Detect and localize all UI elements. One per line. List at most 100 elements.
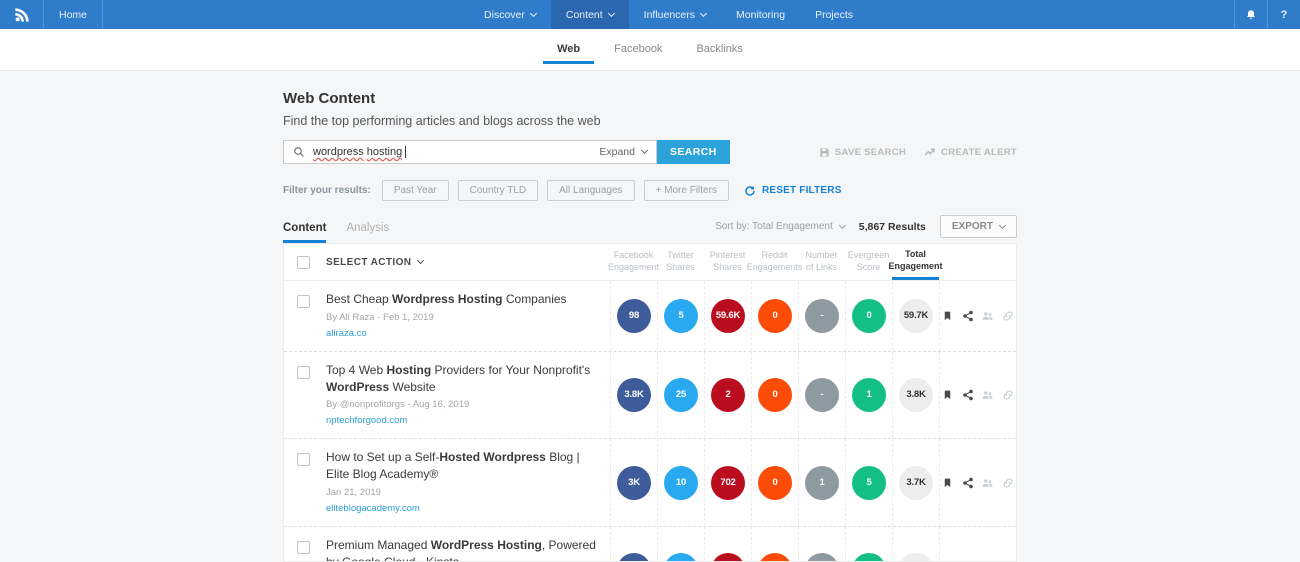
filter-button-0[interactable]: Past Year <box>381 180 449 201</box>
article-domain-link[interactable]: aliraza.co <box>326 327 367 339</box>
metric-total-engagement: 59.7K <box>899 298 933 333</box>
save-disk-icon <box>820 147 829 157</box>
link-icon[interactable] <box>1001 309 1014 322</box>
search-button[interactable]: SEARCH <box>657 140 730 164</box>
article-text: Premium Managed WordPress Hosting, Power… <box>326 537 604 561</box>
column-reddit-engagements[interactable]: Reddit Engagements <box>747 244 803 280</box>
tab-analysis[interactable]: Analysis <box>346 222 390 234</box>
metric-evergreen-score: 2 <box>852 553 886 561</box>
article-domain-link[interactable]: eliteblogacademy.com <box>326 502 420 514</box>
nav-content[interactable]: Content <box>550 0 629 29</box>
link-icon[interactable] <box>1001 476 1014 489</box>
content-subnav: Web Facebook Backlinks <box>0 29 1300 71</box>
share-icon[interactable] <box>961 476 974 489</box>
filter-button-3[interactable]: + More Filters <box>643 180 729 201</box>
row-checkbox[interactable] <box>297 295 310 308</box>
bookmark-icon[interactable] <box>941 309 954 322</box>
topbar-spacer-right <box>868 0 1234 29</box>
table-row: Top 4 Web Hosting Providers for Your Non… <box>284 351 1016 440</box>
article-domain-link[interactable]: nptechforgood.com <box>326 415 408 427</box>
column-twitter-shares[interactable]: Twitter Shares <box>657 244 704 280</box>
chevron-down-icon <box>640 146 649 155</box>
nav-monitoring[interactable]: Monitoring <box>721 0 800 29</box>
notifications-bell-icon[interactable] <box>1234 0 1267 29</box>
bookmark-icon[interactable] <box>941 476 954 489</box>
row-checkbox[interactable] <box>297 453 310 467</box>
assign-users-icon[interactable] <box>981 476 994 489</box>
content-analysis-tabs-row: Content Analysis Sort by: Total Engagemen… <box>283 215 1017 243</box>
page-subtitle: Find the top performing articles and blo… <box>283 114 601 128</box>
expand-label: Expand <box>599 146 635 158</box>
title-segment: WordPress Hosting <box>430 537 542 552</box>
metric-cell-reddit-engagements: 0 <box>751 351 798 439</box>
row-actions <box>939 439 1015 526</box>
link-icon[interactable] <box>1001 389 1014 402</box>
buzzsumo-logo-icon[interactable] <box>0 0 44 29</box>
article-title[interactable]: How to Set up a Self-Hosted Wordpress Bl… <box>326 449 604 483</box>
metric-pinterest-shares: 702 <box>711 465 745 500</box>
column-label-line1: Reddit <box>761 250 788 261</box>
nav-discover[interactable]: Discover <box>469 0 551 29</box>
title-segment: Top 4 Web <box>326 362 387 377</box>
expand-dropdown[interactable]: Expand <box>599 146 649 158</box>
row-checkbox[interactable] <box>297 540 310 554</box>
share-icon[interactable] <box>961 389 974 402</box>
nav-projects[interactable]: Projects <box>800 0 868 29</box>
tab-web[interactable]: Web <box>543 36 595 64</box>
article-title[interactable]: Top 4 Web Hosting Providers for Your Non… <box>326 362 604 396</box>
row-checkbox[interactable] <box>297 365 310 379</box>
column-total-engagement[interactable]: Total Engagement <box>889 244 943 280</box>
select-all-checkbox[interactable] <box>297 255 310 269</box>
assign-users-icon[interactable] <box>981 309 994 322</box>
sort-by-dropdown[interactable]: Sort by: Total Engagement <box>715 221 846 232</box>
title-segment: How to Set up a Self- <box>326 450 440 465</box>
table-row: How to Set up a Self-Hosted Wordpress Bl… <box>284 439 1016 527</box>
export-button[interactable]: EXPORT <box>939 215 1017 238</box>
column-number-of-links[interactable]: Number of Links <box>798 244 845 280</box>
filter-button-2[interactable]: All Languages <box>547 180 635 201</box>
save-search-button[interactable]: SAVE SEARCH <box>819 147 906 158</box>
search-input[interactable]: wordpress hosting Expand <box>283 140 657 164</box>
metric-twitter-shares: 1 <box>664 553 698 561</box>
reset-filters-button[interactable]: RESET FILTERS <box>744 185 842 197</box>
table-row: Best Cheap Wordpress Hosting Companies By… <box>284 281 1016 352</box>
table-rows: Best Cheap Wordpress Hosting Companies By… <box>284 281 1016 561</box>
assign-users-icon[interactable] <box>981 389 994 402</box>
bookmark-icon[interactable] <box>941 389 954 402</box>
title-segment: Best Cheap <box>326 292 393 306</box>
article-byline: Jan 21, 2019 <box>326 486 381 498</box>
nav-home[interactable]: Home <box>44 0 104 29</box>
tab-facebook[interactable]: Facebook <box>614 42 663 55</box>
search-query: wordpress hosting <box>313 146 407 158</box>
select-action-label: SELECT ACTION <box>326 256 412 268</box>
column-evergreen-score[interactable]: Evergreen Score <box>845 244 892 280</box>
column-facebook-engagement[interactable]: Facebook Engagement <box>608 244 659 280</box>
filter-button-1[interactable]: Country TLD <box>457 180 539 201</box>
metric-pinterest-shares: 2 <box>711 378 745 413</box>
create-alert-button[interactable]: CREATE ALERT <box>924 146 1017 158</box>
column-label-line1: Total <box>905 248 926 259</box>
tab-backlinks[interactable]: Backlinks <box>696 42 743 55</box>
metric-pinterest-shares: 0 <box>711 553 745 561</box>
nav-influencers[interactable]: Influencers <box>629 0 721 29</box>
chevron-down-icon <box>998 221 1007 229</box>
metric-cell-number-of-links: - <box>798 526 845 561</box>
row-actions <box>939 281 1015 351</box>
content-analysis-tabs: Content Analysis <box>283 222 389 243</box>
article-title[interactable]: Best Cheap Wordpress Hosting Companies <box>326 291 567 308</box>
metric-cell-evergreen-score: 1 <box>845 351 892 439</box>
column-pinterest-shares[interactable]: Pinterest Shares <box>704 244 751 280</box>
metric-total-engagement: 2.9K <box>899 553 933 561</box>
metric-twitter-shares: 5 <box>664 298 698 333</box>
article-title[interactable]: Premium Managed WordPress Hosting, Power… <box>326 537 604 561</box>
tab-content[interactable]: Content <box>283 222 327 243</box>
share-icon[interactable] <box>961 309 974 322</box>
export-label: EXPORT <box>951 221 993 232</box>
select-action-dropdown[interactable]: SELECT ACTION <box>326 256 425 268</box>
column-label-line1: Evergreen <box>847 250 890 261</box>
title-segment: Hosting <box>386 362 432 377</box>
column-label-line1: Number <box>805 250 838 261</box>
column-label-line1: Facebook <box>613 250 654 261</box>
nav-item-label: Projects <box>815 8 853 21</box>
help-icon[interactable]: ? <box>1267 0 1300 29</box>
